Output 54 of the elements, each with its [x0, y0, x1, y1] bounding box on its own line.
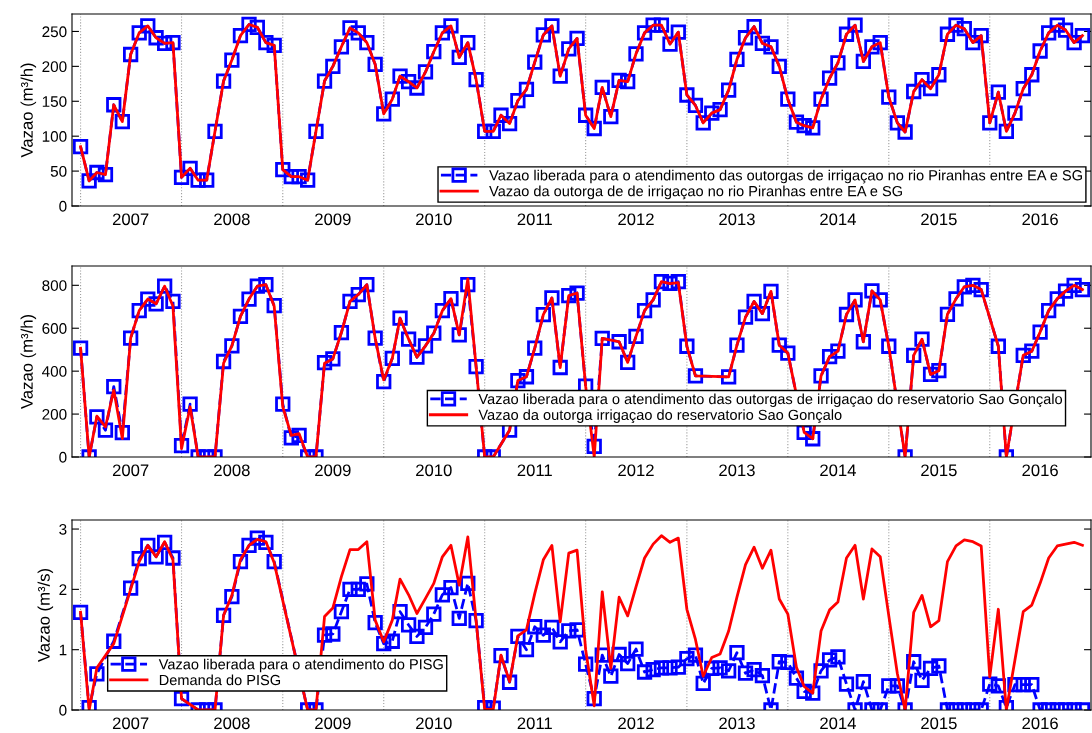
x-tick-label: 2011: [517, 213, 552, 226]
y-tick-label: 0: [59, 704, 67, 716]
legend-label: Vazao liberada para o atendimento das outorgas de irrigaçao do reservatorio Sao Gonçalo: [478, 393, 1063, 408]
x-tick-label: 2012: [618, 464, 654, 477]
y-axis-title: Vazao (m³/h): [20, 314, 37, 409]
x-tick-label: 2008: [214, 213, 250, 226]
legend-label: Vazao liberada para o atendimento do PISG: [158, 658, 443, 673]
y-tick-label: 600: [42, 323, 67, 334]
x-tick-label: 2014: [820, 464, 856, 477]
x-tick-label: 2007: [112, 717, 149, 730]
legend-label: Demanda do PISG: [159, 674, 281, 686]
y-tick-label: 50: [50, 165, 67, 177]
x-tick-label: 2016: [1022, 464, 1058, 477]
x-tick-label: 2015: [921, 213, 957, 226]
x-tick-label: 2008: [214, 464, 250, 477]
x-tick-label: 2011: [517, 717, 552, 730]
y-axis-title: Vazao (m³/s): [37, 568, 54, 662]
x-tick-label: 2015: [921, 717, 957, 730]
y-axis-title: Vazao (m³/h): [20, 63, 37, 158]
x-tick-label: 2013: [719, 717, 755, 730]
y-tick-label: 150: [42, 96, 67, 107]
y-tick-label: 0: [59, 451, 67, 463]
y-tick-label: 200: [42, 61, 67, 73]
x-tick-label: 2016: [1022, 717, 1058, 730]
x-tick-label: 2007: [112, 213, 149, 226]
x-tick-label: 2007: [112, 464, 149, 477]
x-tick-label: 2008: [214, 717, 250, 730]
y-tick-label: 800: [42, 280, 67, 291]
x-tick-label: 2011: [517, 464, 552, 477]
x-tick-label: 2014: [820, 717, 856, 730]
x-tick-label: 2012: [618, 213, 654, 226]
x-tick-label: 2009: [315, 213, 351, 226]
y-tick-label: 1: [59, 644, 67, 656]
y-tick-label: 3: [59, 523, 67, 535]
x-tick-label: 2010: [416, 717, 452, 730]
x-tick-label: 2010: [416, 464, 452, 477]
y-tick-label: 250: [42, 26, 67, 38]
x-tick-label: 2009: [315, 717, 351, 730]
y-tick-label: 2: [59, 584, 67, 595]
legend-label: Vazao da outorga de de irrigaçao no rio Piranhas entre EA e SG: [489, 185, 902, 200]
x-tick-label: 2013: [719, 213, 755, 226]
y-tick-label: 200: [42, 408, 67, 420]
y-tick-label: 100: [42, 131, 67, 142]
y-tick-label: 0: [59, 200, 67, 212]
x-tick-label: 2013: [719, 464, 755, 477]
x-tick-label: 2015: [921, 464, 957, 477]
x-tick-label: 2010: [416, 213, 452, 226]
legend-label: Vazao liberada para o atendimento das outorgas de irrigaçao no rio Piranhas entre EA e SG: [489, 169, 1082, 184]
y-tick-label: 400: [42, 366, 67, 377]
x-tick-label: 2009: [315, 464, 351, 477]
x-tick-label: 2012: [618, 717, 654, 730]
x-tick-label: 2014: [820, 213, 856, 226]
x-tick-label: 2016: [1022, 213, 1058, 226]
legend-label: Vazao da outorga irrigaçao do reservatorio Sao Gonçalo: [478, 409, 842, 423]
